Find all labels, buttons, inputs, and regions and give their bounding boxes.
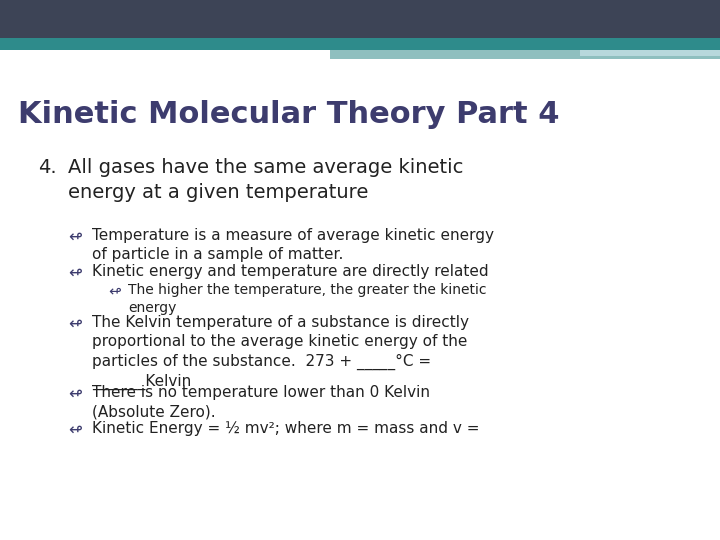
Bar (0, 0, 720, 38)
Text: ↫: ↫ (68, 264, 82, 282)
Text: ↫: ↫ (68, 385, 82, 403)
Text: All gases have the same average kinetic
energy at a given temperature: All gases have the same average kinetic … (68, 158, 464, 202)
Text: ↫: ↫ (68, 421, 82, 439)
Bar (330, 50, 720, 59)
Text: ↫: ↫ (68, 315, 82, 333)
Text: ↫: ↫ (108, 283, 121, 298)
Text: There is no temperature lower than 0 Kelvin
(Absolute Zero).: There is no temperature lower than 0 Kel… (92, 385, 430, 419)
Text: The higher the temperature, the greater the kinetic
energy: The higher the temperature, the greater … (128, 283, 487, 315)
Text: Kinetic Energy = ½ mv²; where m = mass and v =: Kinetic Energy = ½ mv²; where m = mass a… (92, 421, 480, 436)
Bar (580, 50, 720, 56)
Bar (0, 38, 720, 50)
Text: Kinetic Molecular Theory Part 4: Kinetic Molecular Theory Part 4 (18, 100, 559, 129)
Text: The Kelvin temperature of a substance is directly
proportional to the average ki: The Kelvin temperature of a substance is… (92, 315, 469, 390)
Text: 4.: 4. (38, 158, 57, 177)
Text: Temperature is a measure of average kinetic energy
of particle in a sample of ma: Temperature is a measure of average kine… (92, 228, 494, 262)
Text: ↫: ↫ (68, 228, 82, 246)
Text: Kinetic energy and temperature are directly related: Kinetic energy and temperature are direc… (92, 264, 489, 279)
